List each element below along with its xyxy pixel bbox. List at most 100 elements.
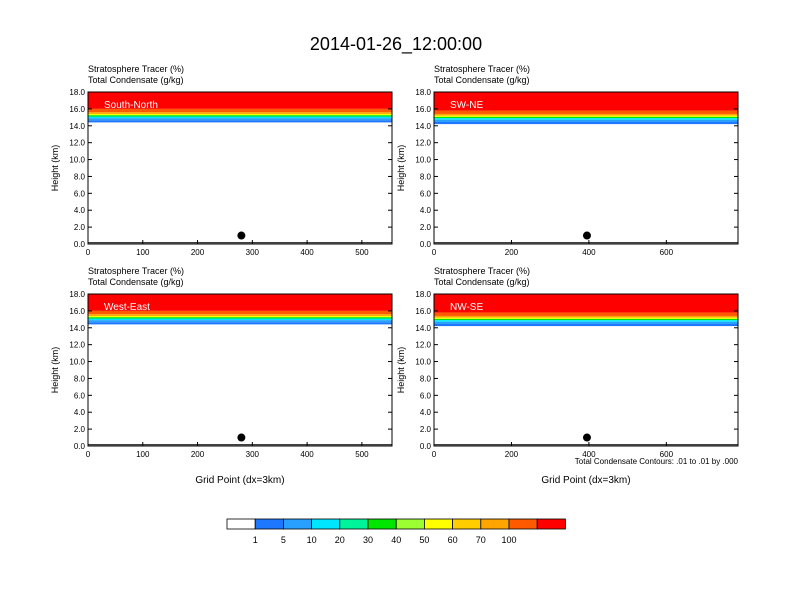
location-marker [237,231,246,240]
tracer-band [88,116,392,119]
tracer-band [434,113,738,116]
y-tick-label: 18.0 [69,88,85,97]
y-tick-label: 10.0 [415,156,431,165]
colorbar-label: 1 [253,535,258,545]
y-axis-label: Height (km) [50,347,60,394]
panel-label: SW-NE [450,100,483,111]
y-tick-label: 6.0 [74,189,86,198]
y-tick-label: 18.0 [69,290,85,299]
y-tick-label: 14.0 [69,122,85,131]
tracer-band [88,317,392,319]
tracer-band [88,320,392,323]
y-tick-label: 10.0 [69,358,85,367]
panel-1: South-North Stratosphere Tracer (%)Total … [50,64,393,257]
y-tick-label: 6.0 [420,189,432,198]
tracer-band [88,112,392,114]
colorbar-label: 40 [391,535,401,545]
colorbar-swatch [339,518,369,530]
x-tick-label: 200 [191,248,205,257]
x-tick-label: 600 [660,248,674,257]
y-tick-label: 14.0 [69,324,85,333]
y-tick-label: 2.0 [74,223,86,232]
tracer-band [88,322,392,325]
y-tick-label: 4.0 [420,206,432,215]
tracer-band [88,294,392,311]
tracer-band [88,318,392,321]
colorbar-label: 20 [335,535,345,545]
y-tick-label: 16.0 [415,307,431,316]
tracer-band [434,321,738,324]
tracer-band [434,118,738,120]
y-tick-label: 4.0 [74,206,86,215]
tracer-band [88,314,392,316]
x-tick-label: 400 [582,450,596,459]
tracer-band [434,318,738,321]
tracer-band [434,92,738,111]
x-tick-label: 100 [136,450,150,459]
x-tick-label: 200 [505,450,519,459]
colorbar-swatch [311,518,341,530]
x-tick-label: 500 [355,450,369,459]
colorbar-swatch [226,518,256,530]
tracer-band [434,315,738,318]
y-tick-label: 12.0 [69,139,85,148]
colorbar-label: 30 [363,535,373,545]
y-tick-label: 12.0 [415,341,431,350]
tracer-band [88,315,392,318]
colorbar-swatch [536,518,566,530]
y-tick-label: 0.0 [420,442,432,451]
y-tick-label: 12.0 [69,341,85,350]
y-tick-label: 6.0 [420,391,432,400]
panel-subtitle: Stratosphere Tracer (%) [434,64,530,74]
colorbar-swatch [452,518,482,530]
tracer-band [434,121,738,125]
tracer-band [88,113,392,116]
panel-label: West-East [104,302,150,313]
panel-2: SW-NE Stratosphere Tracer (%)Total Conden… [396,64,739,257]
panel-label: South-North [104,100,158,111]
x-tick-label: 400 [300,450,314,459]
panel-subtitle: Stratosphere Tracer (%) [434,266,530,276]
y-tick-label: 8.0 [420,172,432,181]
panel-subtitle: Stratosphere Tracer (%) [88,64,184,74]
x-axis-label: Grid Point (dx=3km) [541,475,630,486]
tracer-band [88,108,392,113]
colorbar-label: 60 [448,535,458,545]
colorbar-swatch [480,518,510,530]
y-tick-label: 8.0 [74,172,86,181]
y-tick-label: 0.0 [74,240,86,249]
y-tick-label: 2.0 [420,223,432,232]
panel-subtitle: Total Condensate (g/kg) [88,75,184,85]
tracer-band [434,317,738,319]
colorbar-swatch [395,518,425,530]
tracer-band [434,312,738,316]
y-tick-label: 18.0 [415,88,431,97]
colorbar-swatch [282,518,312,530]
y-tick-label: 10.0 [415,358,431,367]
colorbar: 1 5 10 20 30 40 50 60 70 100 [226,518,566,545]
y-tick-label: 12.0 [415,139,431,148]
colorbar-label: 70 [476,535,486,545]
x-tick-label: 0 [86,248,91,257]
tracer-band [434,323,738,327]
x-tick-label: 300 [246,248,260,257]
x-tick-label: 0 [432,450,437,459]
x-tick-label: 400 [300,248,314,257]
tracer-band [88,310,392,315]
tracer-band [434,116,738,119]
plot-frame [433,293,739,447]
y-axis-label: Height (km) [50,145,60,192]
location-marker [237,433,246,442]
colorbar-swatch [508,518,538,530]
y-tick-label: 18.0 [415,290,431,299]
x-tick-label: 600 [660,450,674,459]
x-tick-label: 300 [246,450,260,459]
y-tick-label: 14.0 [415,122,431,131]
x-tick-label: 400 [582,248,596,257]
y-tick-label: 4.0 [74,408,86,417]
plot-frame [87,293,393,447]
figure-title: 2014-01-26_12:00:00 [310,34,482,55]
panel-3: West-East Stratosphere Tracer (%)Total Co… [50,266,393,486]
